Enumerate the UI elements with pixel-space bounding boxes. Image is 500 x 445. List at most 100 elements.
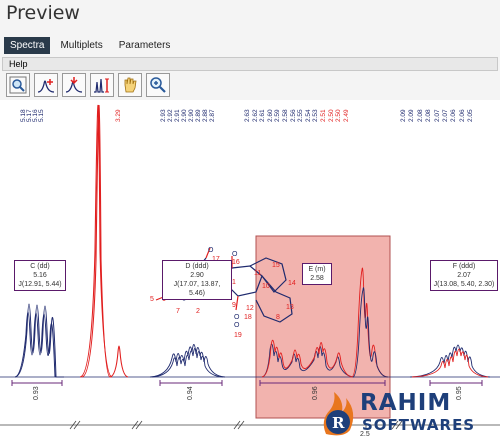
shift-label: 2.90 [188,109,195,122]
shift-label: 2.50 [327,109,335,122]
shift-label: 2.09 [408,109,416,122]
multiplet-c-j: J(12.91, 5.44) [18,281,62,288]
multiplet-label-e[interactable]: E (m) 2.58 [302,263,332,285]
shift-label: 2.87 [209,109,216,122]
tab-parameters[interactable]: Parameters [118,40,171,51]
shift-label: 2.06 [458,109,466,122]
shift-label: 2.62 [251,109,259,122]
integral-value-d: 0.94 [187,386,194,400]
peak-pick-icon [37,79,55,93]
toolbar [6,73,170,97]
multiplet-label-c[interactable]: C (dd) 5.16 J(12.91, 5.44) [14,260,66,291]
shift-label: 2.88 [202,109,209,122]
shift-label: 2.05 [467,109,475,122]
atom-label: 19 [234,332,242,339]
shift-label: 2.56 [289,109,297,122]
atom-label: 18 [244,314,252,321]
svg-text:R: R [332,414,345,432]
multiplet-label-f[interactable]: F (ddd) 2.07 J(13.08, 5.40, 2.30) [430,260,498,291]
multiplet-f-j: J(13.08, 5.40, 2.30) [433,281,495,288]
multiplet-f-shift: 2.07 [457,272,471,279]
spectrum-plot[interactable]: 5.18 5.17 5.16 5.15 3.29 2.93 2.92 2.91 2.90 2.… [0,100,500,445]
atom-label: 11 [254,270,262,277]
peak-delete-icon [65,77,83,93]
multiplet-f-peaks [409,344,491,378]
multiplet-d-shift: 2.90 [190,272,204,279]
atom-label: 13 [286,304,294,311]
integral-brackets [11,380,483,386]
shift-label: 2.08 [425,109,433,122]
atom-label: 17 [212,256,220,263]
atom-label: 7 [176,308,180,315]
atom-label: 2 [196,308,200,315]
window-title: Preview [6,2,80,24]
zoom-in-button[interactable] [146,73,170,97]
shift-label: 2.92 [167,109,174,122]
shift-label: 3.29 [115,109,122,122]
shift-label: 2.07 [433,109,441,122]
watermark-logo-icon: R [323,392,354,436]
shift-label: 2.60 [266,109,274,122]
atom-label: 16 [232,259,240,266]
shift-label: 2.50 [335,109,343,122]
shift-label: 2.59 [274,109,282,122]
atom-label: 1 [232,279,236,286]
pan-hand-icon [124,77,137,93]
multiplet-e-shift: 2.58 [310,275,324,282]
multiplet-label-d[interactable]: D (ddd) 2.90 J(17.07, 13.87, 5.46) [162,260,232,300]
zoom-fit-button[interactable] [6,73,30,97]
pan-button[interactable] [118,73,142,97]
tab-spectra[interactable]: Spectra [4,37,51,54]
multiplet-e-peaks [261,267,389,378]
integral-value-c: 0.93 [33,386,40,400]
axis-tick-label: 2.5 [360,431,370,438]
shift-label: 2.55 [297,109,305,122]
zoom-in-icon [150,77,166,93]
zoom-fit-icon [9,76,27,94]
shift-label: 2.93 [160,109,167,122]
multiplet-d-j: J(17.07, 13.87, 5.46) [173,281,221,297]
multiplet-e-kind: E (m) [308,266,326,273]
atom-label: 15 [272,262,280,269]
multiplet-c-peaks [14,303,64,378]
shift-label: 2.53 [312,109,320,122]
atom-label: 10 [262,283,270,290]
atom-label: 9 [232,302,236,309]
menu-bar: Help [2,57,498,71]
shift-label: 2.89 [195,109,202,122]
atom-label: O [208,247,214,254]
shift-label: 5.15 [38,109,45,122]
atom-label: 8 [276,314,280,321]
tab-multiplets[interactable]: Multiplets [60,40,103,51]
integrate-button[interactable] [90,73,114,97]
atom-label: 12 [246,305,254,312]
multiplet-c-shift: 5.16 [33,272,47,279]
watermark-line2: SOFTWARES [362,416,476,434]
shift-label: 2.49 [342,109,350,122]
watermark-line1: RAHIM [360,390,452,416]
tab-bar: Spectra Multiplets Parameters [4,37,176,54]
peak-delete-button[interactable] [62,73,86,97]
integral-value-f: 0.95 [456,386,463,400]
shift-label: 2.08 [416,109,424,122]
shift-label: 2.06 [450,109,458,122]
shift-label: 2.54 [304,109,312,122]
shift-label: 2.91 [174,109,181,122]
shift-label: 2.09 [400,109,407,122]
atom-label: O [234,322,240,329]
atom-label: 5 [150,296,154,303]
atom-label: 14 [288,280,296,287]
atom-label: O [234,314,240,321]
shift-label: 2.51 [320,109,327,122]
shift-label: 2.61 [259,109,267,122]
menu-help[interactable]: Help [9,59,28,69]
integrate-icon [94,78,109,93]
atom-label: O [232,251,238,258]
multiplet-f-kind: F (ddd) [452,263,476,270]
peak-pick-button[interactable] [34,73,58,97]
shift-label: 2.58 [282,109,289,122]
shift-label: 2.63 [244,109,251,122]
axis-break-marks [69,420,403,430]
shift-label: 2.07 [442,109,449,122]
multiplet-d-kind: D (ddd) [185,263,209,270]
